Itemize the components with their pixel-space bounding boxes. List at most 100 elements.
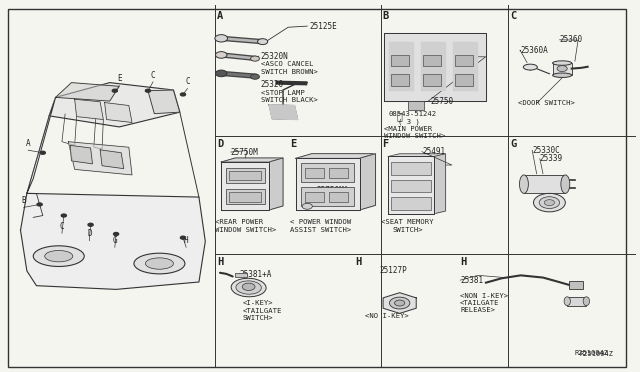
Text: G: G <box>510 139 516 149</box>
Text: 25750MA: 25750MA <box>317 186 349 195</box>
Text: <I-KEY>: <I-KEY> <box>243 301 273 307</box>
Polygon shape <box>221 158 283 162</box>
Bar <box>226 189 264 205</box>
Text: A: A <box>26 139 31 148</box>
Circle shape <box>180 236 186 239</box>
Text: <STOP LAMP: <STOP LAMP <box>260 90 305 96</box>
Text: SWITCH>: SWITCH> <box>393 227 423 232</box>
Ellipse shape <box>134 253 185 274</box>
Circle shape <box>40 151 45 154</box>
Bar <box>392 55 409 66</box>
Bar <box>552 63 572 75</box>
Text: SWITCH BLACK>: SWITCH BLACK> <box>260 97 317 103</box>
Text: WINDOW SWITCH>: WINDOW SWITCH> <box>216 227 276 232</box>
Bar <box>455 74 473 86</box>
Text: C: C <box>60 222 64 231</box>
Bar <box>392 180 431 192</box>
Text: R251004Z: R251004Z <box>575 350 609 356</box>
Circle shape <box>540 197 559 209</box>
Polygon shape <box>75 99 103 119</box>
Bar <box>455 55 473 66</box>
Text: RELEASE>: RELEASE> <box>460 307 495 314</box>
Ellipse shape <box>520 175 529 193</box>
Polygon shape <box>20 193 205 289</box>
Bar <box>392 162 431 174</box>
Ellipse shape <box>552 73 572 77</box>
Text: A: A <box>217 11 223 20</box>
Text: H: H <box>460 257 467 267</box>
Bar <box>568 281 582 289</box>
Text: 25360A: 25360A <box>520 46 548 55</box>
Circle shape <box>557 65 567 71</box>
Circle shape <box>243 283 255 291</box>
Bar <box>229 192 260 202</box>
Circle shape <box>112 89 117 92</box>
Ellipse shape <box>583 297 589 306</box>
Polygon shape <box>389 42 413 90</box>
Ellipse shape <box>33 246 84 266</box>
Circle shape <box>215 35 228 42</box>
Circle shape <box>257 39 268 45</box>
Polygon shape <box>388 157 434 214</box>
Circle shape <box>394 300 404 306</box>
Ellipse shape <box>524 64 538 70</box>
Text: 25330C: 25330C <box>532 146 560 155</box>
Ellipse shape <box>552 61 572 65</box>
Circle shape <box>534 193 565 212</box>
Text: 25750: 25750 <box>430 97 453 106</box>
Text: F: F <box>383 139 388 149</box>
Text: 25320: 25320 <box>260 80 284 89</box>
Bar <box>235 273 247 277</box>
Circle shape <box>88 223 93 226</box>
Text: SWITCH BROWN>: SWITCH BROWN> <box>260 68 317 74</box>
Text: <NON I-KEY>: <NON I-KEY> <box>460 293 508 299</box>
Polygon shape <box>27 97 56 193</box>
Text: 25339: 25339 <box>540 154 563 163</box>
Text: H: H <box>356 257 362 267</box>
Text: 25320N: 25320N <box>260 52 289 61</box>
Bar <box>567 297 586 306</box>
Polygon shape <box>269 105 298 119</box>
Circle shape <box>250 56 259 61</box>
Circle shape <box>216 70 227 77</box>
Text: 25381+A: 25381+A <box>239 270 271 279</box>
Circle shape <box>145 89 150 92</box>
Bar <box>408 101 424 110</box>
Text: <MAIN POWER: <MAIN POWER <box>384 126 432 132</box>
Circle shape <box>390 297 410 309</box>
Text: C: C <box>185 77 190 86</box>
Bar <box>226 168 264 183</box>
Text: ASSIST SWITCH>: ASSIST SWITCH> <box>290 227 351 232</box>
Circle shape <box>544 200 554 206</box>
Bar <box>392 74 409 86</box>
Text: R251004Z: R251004Z <box>579 351 613 357</box>
Circle shape <box>250 74 259 79</box>
Text: G: G <box>113 236 117 245</box>
Text: WINDOW SWITCH>: WINDOW SWITCH> <box>384 133 445 139</box>
Text: H: H <box>184 236 189 245</box>
Ellipse shape <box>561 175 570 193</box>
Polygon shape <box>68 142 132 175</box>
Ellipse shape <box>45 250 73 262</box>
Bar <box>329 192 348 202</box>
Text: C: C <box>151 71 156 80</box>
Text: <NO I-KEY>: <NO I-KEY> <box>365 313 408 319</box>
Text: D: D <box>87 230 92 238</box>
Bar <box>229 171 260 180</box>
Ellipse shape <box>231 278 266 297</box>
Polygon shape <box>221 162 269 210</box>
Circle shape <box>302 203 312 209</box>
Polygon shape <box>383 293 416 313</box>
Polygon shape <box>360 154 376 210</box>
Text: E: E <box>117 74 122 83</box>
Circle shape <box>113 232 118 235</box>
Text: B: B <box>21 196 26 205</box>
Polygon shape <box>420 42 445 90</box>
Text: 25491: 25491 <box>422 147 445 156</box>
Text: 08543-51242: 08543-51242 <box>389 111 437 118</box>
Bar <box>305 167 324 178</box>
Circle shape <box>180 93 186 96</box>
Text: <DOOR SWITCH>: <DOOR SWITCH> <box>518 100 575 106</box>
Polygon shape <box>434 154 445 214</box>
Polygon shape <box>452 42 477 90</box>
